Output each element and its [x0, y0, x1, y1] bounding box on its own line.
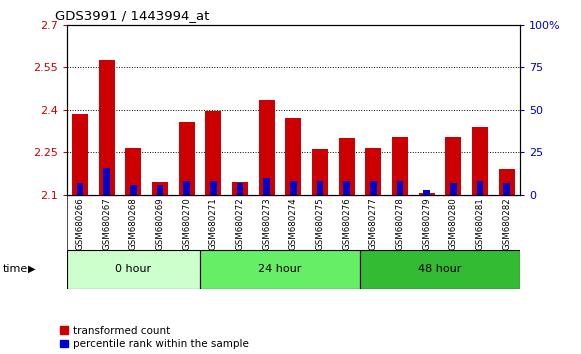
- Bar: [290, 181, 297, 195]
- Text: GSM680273: GSM680273: [262, 198, 271, 250]
- Text: GSM680279: GSM680279: [422, 198, 431, 250]
- Text: time: time: [3, 264, 28, 274]
- Text: 48 hour: 48 hour: [418, 264, 462, 274]
- Text: GSM680272: GSM680272: [235, 198, 245, 250]
- Bar: [285, 118, 302, 195]
- Bar: [72, 114, 88, 195]
- Text: GSM680281: GSM680281: [475, 198, 485, 250]
- Bar: [125, 148, 141, 195]
- Text: GSM680282: GSM680282: [502, 198, 511, 250]
- Text: GSM680274: GSM680274: [289, 198, 298, 250]
- Text: 24 hour: 24 hour: [259, 264, 302, 274]
- Bar: [67, 250, 200, 289]
- Bar: [446, 137, 461, 195]
- Bar: [343, 181, 350, 195]
- Text: GSM680269: GSM680269: [156, 198, 164, 250]
- Text: GSM680276: GSM680276: [342, 198, 352, 250]
- Bar: [259, 100, 275, 195]
- Bar: [200, 250, 360, 289]
- Bar: [99, 60, 115, 195]
- Bar: [360, 250, 520, 289]
- Bar: [472, 127, 488, 195]
- Bar: [263, 178, 270, 195]
- Bar: [179, 122, 195, 195]
- Text: GSM680268: GSM680268: [129, 198, 138, 250]
- Bar: [77, 183, 84, 195]
- Text: ▶: ▶: [28, 264, 35, 274]
- Bar: [237, 183, 243, 195]
- Text: GSM680278: GSM680278: [396, 198, 404, 250]
- Bar: [503, 183, 510, 195]
- Bar: [365, 148, 381, 195]
- Text: GDS3991 / 1443994_at: GDS3991 / 1443994_at: [55, 9, 210, 22]
- Bar: [317, 181, 324, 195]
- Text: GSM680271: GSM680271: [209, 198, 218, 250]
- Text: GSM680277: GSM680277: [369, 198, 378, 250]
- Bar: [392, 137, 408, 195]
- Text: GSM680267: GSM680267: [102, 198, 112, 250]
- Bar: [397, 181, 403, 195]
- Text: GSM680270: GSM680270: [182, 198, 191, 250]
- Bar: [184, 181, 190, 195]
- Bar: [339, 138, 355, 195]
- Bar: [232, 182, 248, 195]
- Bar: [210, 181, 217, 195]
- Text: GSM680275: GSM680275: [315, 198, 325, 250]
- Bar: [370, 181, 376, 195]
- Bar: [152, 182, 168, 195]
- Text: GSM680266: GSM680266: [76, 198, 85, 250]
- Text: 0 hour: 0 hour: [116, 264, 152, 274]
- Bar: [206, 111, 221, 195]
- Bar: [130, 184, 137, 195]
- Bar: [424, 190, 430, 195]
- Legend: transformed count, percentile rank within the sample: transformed count, percentile rank withi…: [60, 326, 249, 349]
- Bar: [450, 183, 457, 195]
- Text: GSM680280: GSM680280: [449, 198, 458, 250]
- Bar: [103, 167, 110, 195]
- Bar: [312, 149, 328, 195]
- Bar: [498, 169, 515, 195]
- Bar: [476, 181, 483, 195]
- Bar: [419, 193, 435, 195]
- Bar: [157, 184, 163, 195]
